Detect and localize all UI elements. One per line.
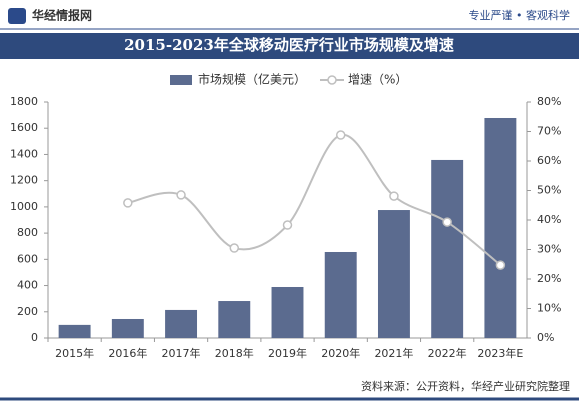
y2-tick-label: 70%	[537, 125, 561, 138]
x-tick-label: 2022年	[428, 346, 467, 360]
bar	[324, 251, 357, 338]
y-tick-label: 1600	[10, 121, 38, 134]
bar	[484, 117, 517, 339]
y2-tick-label: 0%	[537, 331, 554, 344]
bar	[218, 301, 251, 338]
y-tick-label: 600	[17, 252, 38, 265]
x-tick-label: 2016年	[108, 346, 147, 360]
y2-tick-label: 10%	[537, 302, 561, 315]
bar	[377, 210, 410, 338]
legend-label: 市场规模（亿美元）	[198, 72, 306, 87]
y-tick-label: 0	[31, 331, 38, 344]
legend-marker	[327, 75, 337, 85]
legend-label: 增速（%）	[348, 73, 407, 87]
x-tick-label: 2023年E	[477, 346, 523, 360]
bar	[111, 318, 144, 338]
y2-tick-label: 30%	[537, 243, 561, 256]
x-tick-label: 2021年	[374, 346, 413, 360]
y2-tick-label: 80%	[537, 95, 561, 108]
line	[127, 134, 502, 266]
bar	[271, 286, 304, 338]
y-tick-label: 200	[17, 305, 38, 318]
line-point	[495, 260, 506, 270]
chart-title: 2015-2023年全球移动医疗行业市场规模及增速	[124, 36, 454, 54]
bar	[165, 309, 198, 338]
x-tick-label: 2019年	[268, 346, 307, 360]
y2-tick-label: 60%	[537, 154, 561, 167]
logo	[8, 8, 26, 24]
y-tick-label: 400	[17, 279, 38, 292]
x-tick-label: 2018年	[215, 346, 254, 360]
line-point	[123, 198, 133, 208]
x-tick-label: 2017年	[162, 346, 201, 360]
line-point	[389, 191, 399, 201]
y2-tick-label: 20%	[537, 272, 561, 285]
y-tick-label: 800	[17, 226, 38, 239]
line-point	[335, 130, 346, 140]
y-tick-label: 1200	[10, 174, 38, 187]
y2-tick-label: 40%	[537, 213, 561, 226]
line-point	[442, 217, 452, 227]
x-tick-label: 2020年	[321, 346, 360, 360]
line-point	[282, 220, 293, 230]
bar	[431, 159, 464, 338]
brand: 华经情报网	[32, 8, 92, 23]
title-bar	[0, 33, 579, 59]
source: 资料来源：公开资料，华经产业研究院整理	[361, 379, 570, 393]
y-tick-label: 1800	[10, 95, 38, 108]
slogan: 专业严谨 • 客观科学	[469, 8, 570, 22]
x-tick-label: 2015年	[55, 346, 94, 360]
legend-swatch	[170, 75, 192, 85]
y2-tick-label: 50%	[537, 184, 561, 197]
line-point	[176, 190, 186, 200]
y-tick-label: 1000	[10, 200, 38, 213]
y-tick-label: 1400	[10, 147, 38, 160]
line-point	[229, 243, 240, 253]
bar	[58, 324, 91, 338]
